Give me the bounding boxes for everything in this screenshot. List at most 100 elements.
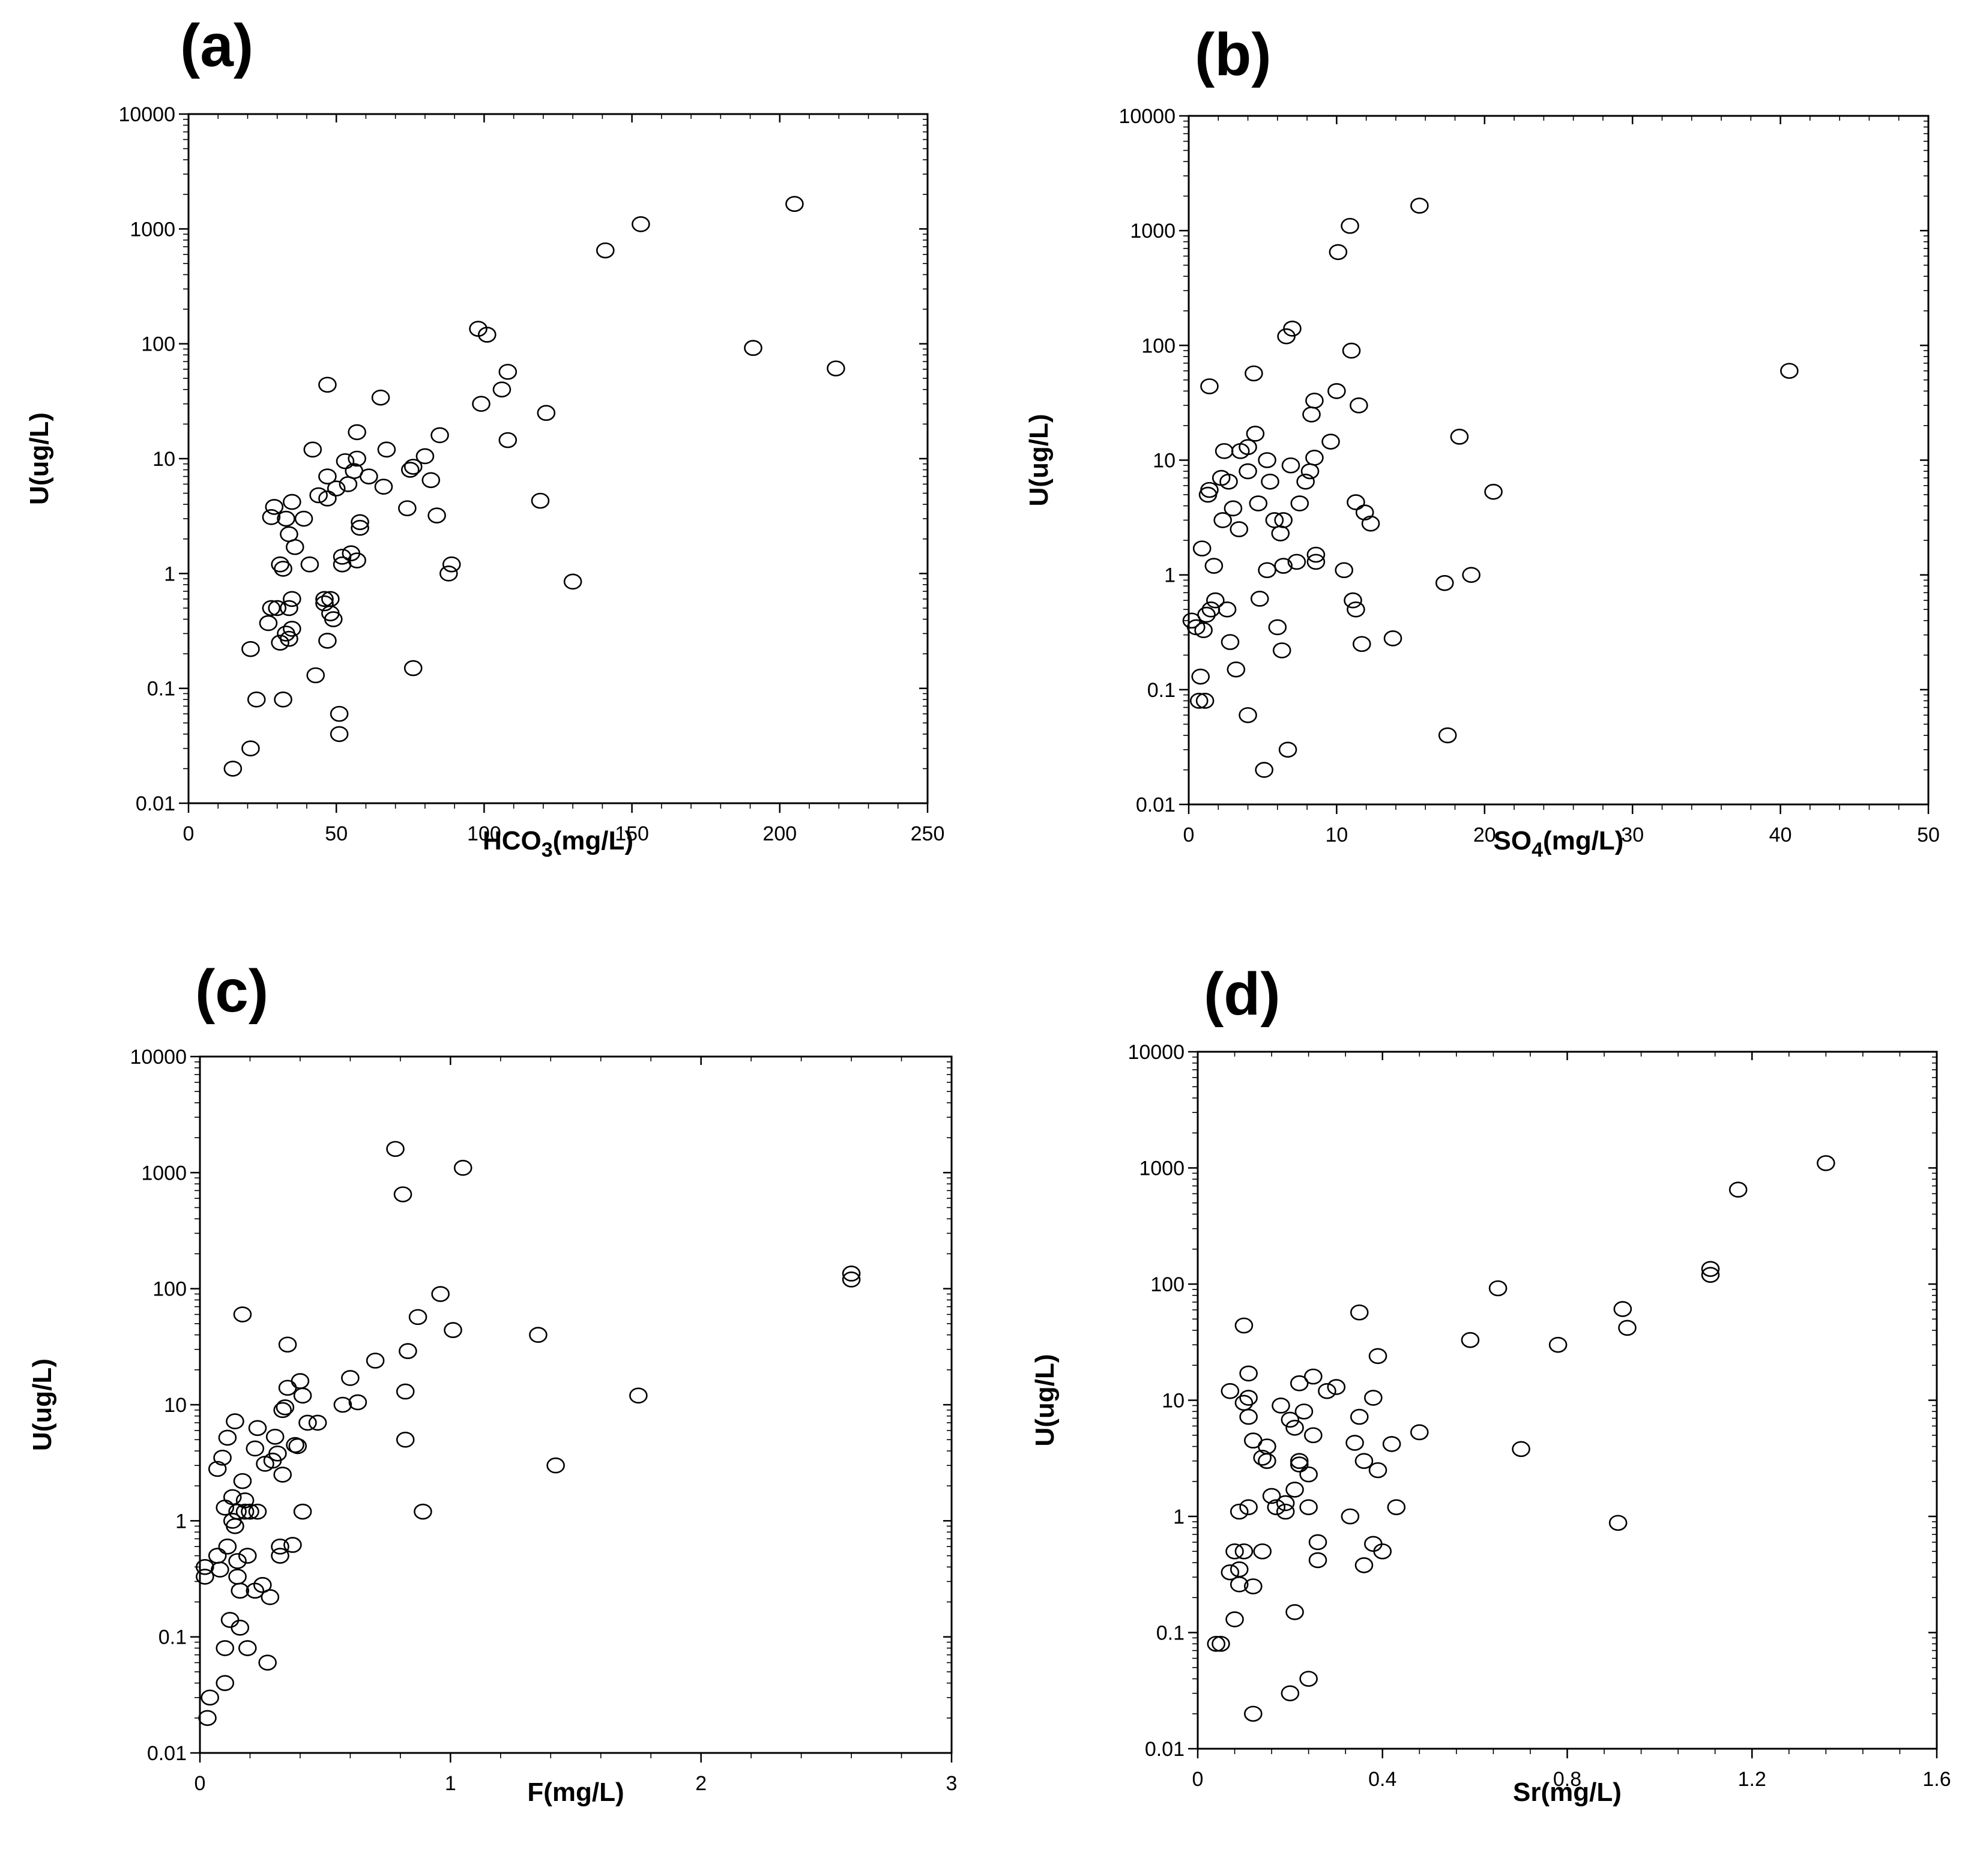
data-point — [629, 1387, 648, 1404]
y-tick-label: 0.01 — [1145, 1738, 1185, 1761]
data-point — [1308, 1552, 1327, 1569]
data-point — [403, 459, 423, 475]
data-point — [1276, 1503, 1295, 1520]
data-point — [293, 1503, 312, 1520]
data-point — [277, 510, 295, 527]
data-point — [283, 493, 301, 510]
data-point — [1344, 592, 1362, 609]
data-point — [408, 1309, 427, 1326]
data-point — [231, 1620, 250, 1636]
x-axis-title-unit: (mg/L) — [1541, 1778, 1622, 1807]
x-axis-title-main: HCO — [483, 826, 542, 855]
data-point — [1329, 244, 1348, 261]
data-point — [318, 376, 337, 393]
data-point — [321, 591, 340, 608]
data-point — [1461, 1332, 1480, 1348]
x-tick-label: 150 — [615, 822, 649, 845]
data-point — [371, 390, 390, 406]
y-tick-label: 10 — [152, 448, 175, 471]
x-axis-title: F(mg/L) — [527, 1778, 624, 1807]
data-point — [273, 1467, 292, 1483]
panel-label: (b) — [1195, 21, 1272, 88]
data-point — [1302, 406, 1321, 423]
y-tick-label: 100 — [152, 1278, 187, 1301]
data-point — [1318, 1383, 1336, 1399]
data-point — [1281, 1411, 1300, 1428]
data-point — [285, 538, 304, 555]
data-point — [453, 1160, 472, 1176]
data-point — [196, 1569, 214, 1585]
data-point — [1281, 1685, 1300, 1701]
x-tick-label: 50 — [325, 822, 348, 845]
data-point — [1191, 668, 1210, 685]
data-point — [273, 1402, 292, 1419]
data-point — [1728, 1181, 1748, 1198]
data-point — [1548, 1336, 1568, 1353]
data-point — [1192, 540, 1212, 556]
data-point — [268, 1445, 287, 1462]
data-point — [1239, 707, 1257, 723]
data-point — [1221, 1564, 1240, 1581]
data-point — [1613, 1301, 1632, 1317]
y-tick-label: 100 — [141, 333, 175, 356]
data-point — [1780, 363, 1799, 379]
data-point — [472, 396, 490, 412]
y-tick-label: 1000 — [1130, 220, 1176, 243]
x-axis-title-main: F — [527, 1778, 543, 1807]
y-tick-label: 10000 — [118, 103, 175, 126]
data-point — [1227, 661, 1246, 678]
data-point — [280, 600, 298, 617]
chart-panel-4: (d) 0.01 0.1 1 10 100 1000 10000 0 0.4 0.8 1.2 1.6 Sr… — [1030, 961, 1951, 1807]
data-point — [1299, 1466, 1318, 1483]
data-point — [309, 487, 328, 504]
data-point — [1361, 515, 1380, 532]
data-point — [1194, 622, 1213, 639]
y-tick-label: 10 — [1153, 450, 1176, 472]
x-tick-label: 3 — [946, 1772, 958, 1795]
y-axis-title: U(ug/L) — [28, 1359, 57, 1451]
data-point — [1285, 1482, 1304, 1498]
data-point — [1290, 495, 1309, 511]
data-point — [1272, 642, 1291, 659]
x-tick-label: 0.8 — [1553, 1768, 1581, 1791]
data-point — [348, 424, 366, 441]
data-point — [306, 667, 325, 684]
data-point — [247, 691, 266, 708]
x-axis-title: SO4(mg/L) — [1494, 826, 1624, 861]
y-tick-label: 10000 — [130, 1046, 187, 1069]
data-point — [280, 630, 298, 647]
data-point — [333, 1396, 352, 1413]
x-tick-label: 0 — [195, 1772, 206, 1795]
data-point — [262, 600, 281, 617]
data-point — [386, 1141, 405, 1157]
data-point — [278, 1336, 297, 1353]
panel-label: (c) — [195, 958, 268, 1025]
data-point — [1249, 495, 1268, 511]
data-point — [262, 509, 281, 525]
data-point — [1484, 483, 1503, 500]
data-point — [288, 1438, 307, 1455]
data-point — [1368, 1462, 1387, 1479]
data-point — [827, 360, 845, 377]
data-point — [1239, 439, 1257, 456]
data-point — [529, 1327, 548, 1343]
data-point — [1221, 1383, 1240, 1399]
data-point — [396, 1383, 415, 1400]
data-point — [374, 478, 393, 495]
data-point — [265, 1429, 285, 1445]
data-point — [1274, 512, 1293, 528]
plot-frame — [199, 1055, 953, 1754]
chart-panel-2: (b) 0.01 0.1 1 10 100 1000 10000 0 10 20 30 40 50 SO4(… — [1024, 21, 1940, 861]
data-point — [1342, 342, 1361, 359]
data-point — [1294, 1403, 1314, 1420]
data-point — [308, 1414, 327, 1431]
data-point — [1701, 1261, 1720, 1277]
plot-frame — [187, 113, 929, 804]
data-point — [1347, 601, 1365, 618]
y-axis-title: U(ug/L) — [1030, 1354, 1060, 1447]
plot-frame — [1188, 115, 1930, 806]
data-point — [1335, 562, 1354, 579]
panel-label: (d) — [1204, 961, 1281, 1028]
x-tick-label: 0 — [1192, 1768, 1204, 1791]
